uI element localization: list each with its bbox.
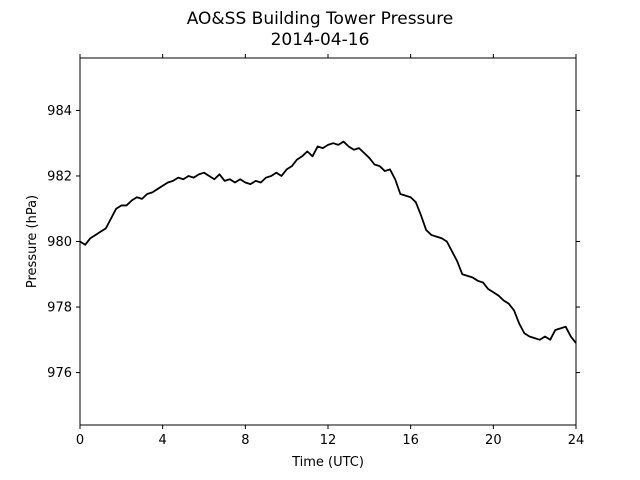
y-tick-label: 976 xyxy=(47,366,72,381)
x-tick-label: 24 xyxy=(568,433,585,448)
y-tick-label: 980 xyxy=(47,235,72,250)
y-tick-label: 978 xyxy=(47,301,72,316)
chart-subtitle: 2014-04-16 xyxy=(271,30,370,50)
x-tick-label: 20 xyxy=(485,433,502,448)
x-tick-label: 8 xyxy=(241,433,249,448)
y-tick-label: 982 xyxy=(47,169,72,184)
chart-title: AO&SS Building Tower Pressure xyxy=(187,9,454,29)
x-tick-label: 0 xyxy=(76,433,84,448)
x-tick-label: 12 xyxy=(320,433,337,448)
y-axis-label: Pressure (hPa) xyxy=(25,195,40,288)
plot-background xyxy=(80,58,576,425)
x-tick-label: 4 xyxy=(159,433,167,448)
y-axis: 976 978 980 982 984 xyxy=(47,104,580,381)
x-axis: 0 4 8 12 16 20 24 xyxy=(76,54,584,448)
series-line xyxy=(79,140,577,344)
plot-area xyxy=(79,57,577,426)
x-axis-label: Time (UTC) xyxy=(291,455,364,470)
y-tick-label: 984 xyxy=(47,104,72,119)
x-tick-label: 16 xyxy=(402,433,419,448)
